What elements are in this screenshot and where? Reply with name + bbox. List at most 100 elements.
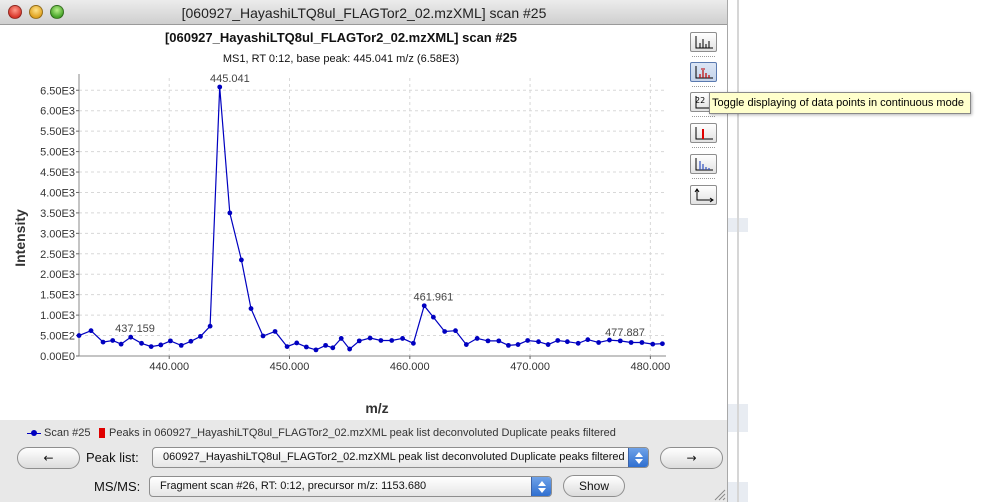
y-tick-label: 4.50E3 [40, 167, 75, 179]
y-tick-label: 5.00E3 [40, 147, 75, 159]
data-point [238, 257, 244, 263]
y-tick-label: 5.00E2 [40, 331, 75, 343]
data-point [389, 338, 395, 343]
peak-list-dropdown-arrow[interactable] [628, 448, 648, 467]
close-window-button[interactable] [8, 5, 22, 19]
desktop-background [728, 0, 993, 502]
x-tick-label: 450.000 [270, 361, 310, 373]
window-title: [060927_HayashiLTQ8ul_FLAGTor2_02.mzXML]… [181, 5, 547, 21]
peak-list-label: Peak list: [86, 450, 139, 465]
centroid-icon [695, 36, 713, 49]
toggle-picked-peaks-button[interactable] [690, 123, 717, 143]
data-point [260, 333, 266, 339]
x-tick-label: 460.000 [390, 361, 430, 373]
legend-series-marker [31, 430, 37, 436]
y-tick-label: 5.50E3 [40, 126, 75, 138]
data-point [628, 340, 634, 345]
toggle-isotope-peaks-button[interactable] [690, 154, 717, 174]
data-point [217, 84, 223, 90]
data-point [178, 342, 184, 348]
data-point [607, 337, 612, 343]
data-point [659, 341, 665, 347]
data-point [410, 340, 416, 346]
chart-subtitle: MS1, RT 0:12, base peak: 445.041 m/z (6.… [223, 53, 459, 65]
data-point [118, 341, 124, 347]
y-tick-label: 4.00E3 [40, 187, 75, 199]
peak-label: 437.159 [115, 323, 155, 335]
data-point [564, 339, 570, 345]
peak-label: 461.961 [413, 292, 453, 304]
series-scan-25 [76, 84, 665, 353]
data-point [650, 341, 656, 347]
data-point [284, 344, 290, 349]
data-point [227, 210, 233, 216]
data-point [347, 346, 353, 352]
y-tick-label: 1.00E3 [40, 310, 75, 322]
peak-label: 477.887 [605, 327, 645, 339]
y-tick-label: 2.50E3 [40, 249, 75, 261]
toolbar-tooltip: Toggle displaying of data points in cont… [709, 92, 971, 114]
msms-label: MS/MS: [94, 479, 141, 494]
set-axes-button[interactable] [690, 185, 717, 205]
peak-list-value: 060927_HayashiLTQ8ul_FLAGTor2_02.mzXML p… [163, 451, 625, 463]
previous-scan-button[interactable]: ← [17, 447, 80, 469]
resize-grip-icon[interactable] [712, 487, 726, 501]
data-points-icon-text: 22 [695, 96, 705, 105]
legend-peaks-label: Peaks in 060927_HayashiLTQ8ul_FLAGTor2_0… [109, 427, 616, 439]
data-point [323, 342, 328, 348]
spectrum-chart[interactable]: [060927_HayashiLTQ8ul_FLAGTor2_02.mzXML]… [0, 25, 680, 420]
data-point [515, 342, 521, 347]
data-point [356, 338, 362, 344]
data-point [378, 338, 384, 343]
grid-lines [79, 78, 666, 357]
axes: 0.00E0 5.00E2 1.00E3 1.50E3 2.00E3 2.50E3 3.00… [40, 74, 670, 373]
y-tick-label: 6.50E3 [40, 85, 75, 97]
toggle-centroid-button[interactable] [690, 32, 717, 52]
isotope-peaks-icon [695, 158, 713, 171]
data-point [525, 338, 531, 343]
fragment-dropdown-arrow[interactable] [531, 477, 551, 496]
y-tick-label: 1.50E3 [40, 290, 75, 302]
fragment-scan-select[interactable]: Fragment scan #26, RT: 0:12, precursor m… [149, 476, 552, 497]
y-tick-label: 6.00E3 [40, 106, 75, 118]
toolbar-separator [692, 147, 715, 148]
toolbar-separator [692, 178, 715, 179]
y-tick-label: 3.00E3 [40, 228, 75, 240]
data-point [128, 334, 134, 340]
picked-peaks-icon [695, 127, 713, 140]
zoom-window-button[interactable] [50, 5, 64, 19]
data-point [76, 333, 82, 338]
y-tick-label: 3.50E3 [40, 208, 75, 220]
x-tick-label: 440.000 [149, 361, 189, 373]
toggle-peak-labels-button[interactable] [690, 62, 717, 82]
data-point [555, 338, 561, 343]
show-fragment-button[interactable]: Show [563, 475, 625, 497]
data-point [485, 338, 491, 344]
desktop-divider [737, 0, 739, 502]
updown-arrows-icon [635, 452, 643, 464]
plot-toolbar: 22 [680, 25, 727, 420]
data-point [148, 344, 154, 349]
data-point [272, 329, 278, 334]
spectrum-plot[interactable]: [060927_HayashiLTQ8ul_FLAGTor2_02.mzXML]… [0, 25, 680, 420]
data-point [207, 323, 213, 329]
toolbar-separator [692, 86, 715, 87]
legend-peaks-marker [99, 428, 105, 438]
next-scan-button[interactable]: → [660, 447, 723, 469]
data-point [545, 342, 551, 347]
chart-legend: Scan #25 Peaks in 060927_HayashiLTQ8ul_F… [0, 424, 680, 442]
y-tick-label: 0.00E0 [40, 351, 75, 363]
data-point [617, 338, 623, 344]
peak-list-select[interactable]: 060927_HayashiLTQ8ul_FLAGTor2_02.mzXML p… [152, 447, 649, 468]
minimize-window-button[interactable] [29, 5, 43, 19]
x-axis-label: m/z [365, 400, 388, 416]
data-point [248, 306, 254, 311]
data-point [400, 336, 405, 341]
data-point [463, 342, 469, 347]
data-point [367, 335, 373, 341]
data-point [575, 340, 581, 346]
data-point [596, 340, 602, 345]
data-point [330, 345, 336, 351]
data-point [506, 342, 511, 348]
title-bar[interactable]: [060927_HayashiLTQ8ul_FLAGTor2_02.mzXML]… [0, 0, 727, 25]
